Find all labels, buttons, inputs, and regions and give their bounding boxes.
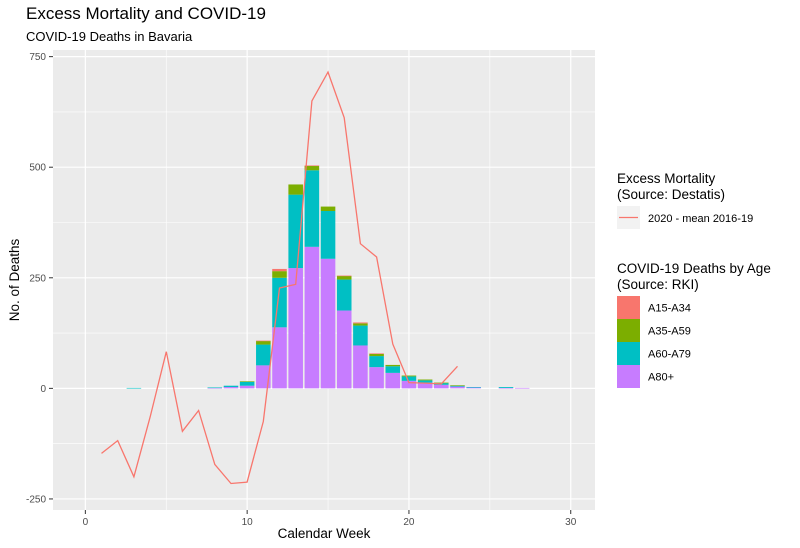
line-legend-title: (Source: Destatis)	[617, 187, 725, 202]
excess-mortality-line	[101, 70, 458, 485]
bar-legend-swatch	[617, 342, 640, 365]
x-axis-label: Calendar Week	[278, 526, 371, 541]
bar-segment	[223, 385, 239, 388]
bar-legend-swatch	[617, 365, 640, 388]
bar-segment	[336, 276, 352, 280]
bar-segment	[320, 206, 336, 211]
x-tick-label: 10	[242, 517, 254, 528]
bar-segment	[385, 364, 401, 367]
bar-segment	[353, 322, 368, 324]
chart-subtitle: COVID-19 Deaths in Bavaria	[26, 29, 193, 44]
bar-segment	[336, 279, 352, 311]
bar-segment	[417, 380, 433, 383]
bar-segment	[304, 165, 320, 167]
bar-segment	[239, 381, 255, 382]
bar-segment	[320, 211, 336, 259]
bar-legend-label: A80+	[648, 372, 674, 384]
bar-segment	[353, 325, 368, 346]
bar-segment	[272, 271, 287, 278]
bar-segment	[256, 341, 271, 345]
bar-segment	[256, 365, 271, 389]
bar-segment	[304, 246, 320, 389]
x-tick-label: 20	[403, 517, 415, 528]
bar-segment	[304, 170, 320, 247]
bar-segment	[385, 366, 401, 373]
bar-segment	[417, 379, 433, 381]
y-tick-label: 250	[29, 273, 46, 284]
bar-segment	[320, 258, 336, 389]
bar-segment	[450, 386, 465, 389]
x-tick-label: 0	[83, 517, 89, 528]
bar-segment	[126, 387, 142, 389]
x-tick-label: 30	[565, 517, 577, 528]
bar-segment	[498, 387, 514, 388]
bar-legend-title: (Source: RKI)	[617, 277, 699, 292]
line-legend-title: Excess Mortality	[617, 171, 716, 186]
y-tick-label: -250	[26, 494, 46, 505]
axes: 0 10 20 30 -250 0 250 500 750 Calendar Week No. of…	[7, 52, 577, 541]
bar-segment	[434, 382, 449, 384]
bar-segment	[385, 372, 401, 389]
bar-segment	[514, 387, 530, 389]
y-tick-label: 0	[40, 384, 46, 395]
y-tick-label: 500	[29, 163, 46, 174]
bar-segment	[288, 268, 303, 389]
bar-segment	[239, 385, 255, 389]
bar-segment	[401, 375, 417, 377]
bar-segment	[272, 277, 287, 328]
y-axis-label: No. of Deaths	[7, 238, 22, 321]
bar-segment	[336, 310, 352, 389]
bar-segment	[434, 384, 449, 389]
bar-segment	[401, 376, 417, 381]
line-layer	[101, 70, 458, 485]
bar-segment	[239, 381, 255, 386]
legend: Excess Mortality(Source: Destatis) 2020 -…	[617, 171, 771, 388]
bar-segment	[304, 165, 320, 171]
bar-legend-swatch	[617, 296, 640, 319]
bar-segment	[401, 380, 417, 389]
bar-segment	[466, 387, 481, 388]
bar-segment	[369, 356, 384, 368]
bar-segment	[207, 387, 223, 389]
bar-segment	[353, 345, 368, 389]
bar-segment	[336, 275, 352, 277]
bar-segment	[288, 184, 303, 195]
bar-segment	[498, 387, 514, 389]
bar-segment	[369, 353, 384, 355]
bar-legend-label: A15-A34	[648, 303, 691, 315]
y-tick-label: 750	[29, 52, 46, 63]
bar-segment	[353, 323, 368, 326]
bar-segment	[272, 327, 287, 389]
bar-segment	[450, 385, 465, 387]
bar-segment	[256, 344, 271, 366]
line-legend-label: 2020 - mean 2016-19	[648, 213, 753, 225]
bar-segment	[272, 268, 287, 272]
bar-segment	[417, 382, 433, 389]
bar-segment	[450, 385, 465, 386]
bar-legend-swatch	[617, 319, 640, 342]
bar-segment	[369, 353, 384, 357]
bar-segment	[207, 387, 223, 389]
bar-segment	[256, 340, 271, 342]
bar-segment	[466, 387, 481, 389]
bar-segment	[369, 367, 384, 389]
bar-layer	[126, 165, 530, 389]
bar-segment	[223, 387, 239, 389]
chart-title: Excess Mortality and COVID-19	[26, 4, 266, 23]
bar-legend-title: COVID-19 Deaths by Age	[617, 261, 771, 276]
bar-legend-label: A35-A59	[648, 326, 691, 338]
bar-legend-label: A60-A79	[648, 349, 691, 361]
